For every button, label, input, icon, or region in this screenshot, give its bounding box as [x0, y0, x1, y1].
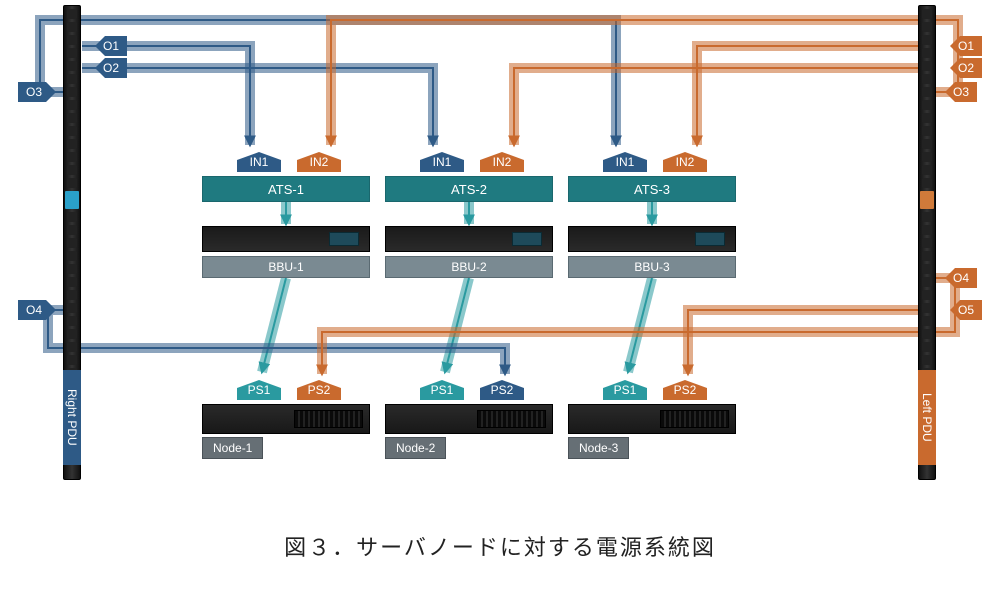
- ats-2: ATS-2: [385, 176, 553, 202]
- outlet-left-O3: O3: [945, 82, 977, 102]
- in1-ATS-3: IN1: [603, 152, 647, 172]
- outlet-left-O1: O1: [950, 36, 982, 56]
- node-1: [202, 404, 370, 434]
- ats-3: ATS-3: [568, 176, 736, 202]
- bbu-2: [385, 226, 553, 252]
- ps1-Node-3: PS1: [603, 380, 647, 400]
- bbu-label-3: BBU-3: [568, 256, 736, 278]
- in2-ATS-1: IN2: [297, 152, 341, 172]
- bbu-label-2: BBU-2: [385, 256, 553, 278]
- node-label-1: Node-1: [202, 437, 263, 459]
- outlet-right-O4: O4: [18, 300, 56, 320]
- outlet-left-O5: O5: [950, 300, 982, 320]
- ps2-Node-3: PS2: [663, 380, 707, 400]
- ps2-Node-1: PS2: [297, 380, 341, 400]
- outlet-right-O3: O3: [18, 82, 56, 102]
- ps2-Node-2: PS2: [480, 380, 524, 400]
- bbu-1: [202, 226, 370, 252]
- connection-lines: [0, 0, 1000, 590]
- node-label-3: Node-3: [568, 437, 629, 459]
- outlet-left-O2: O2: [950, 58, 982, 78]
- outlet-right-O2: O2: [95, 58, 127, 78]
- in1-ATS-1: IN1: [237, 152, 281, 172]
- right-pdu-label: Right PDU: [63, 370, 81, 465]
- outlet-right-O1: O1: [95, 36, 127, 56]
- bbu-label-1: BBU-1: [202, 256, 370, 278]
- node-2: [385, 404, 553, 434]
- in1-ATS-2: IN1: [420, 152, 464, 172]
- ats-1: ATS-1: [202, 176, 370, 202]
- in2-ATS-3: IN2: [663, 152, 707, 172]
- node-label-2: Node-2: [385, 437, 446, 459]
- left-pdu-label: Left PDU: [918, 370, 936, 465]
- ps1-Node-1: PS1: [237, 380, 281, 400]
- ps1-Node-2: PS1: [420, 380, 464, 400]
- node-3: [568, 404, 736, 434]
- figure-caption: 図３．サーバノードに対する電源系統図: [0, 530, 1000, 562]
- bbu-3: [568, 226, 736, 252]
- outlet-left-O4: O4: [945, 268, 977, 288]
- in2-ATS-2: IN2: [480, 152, 524, 172]
